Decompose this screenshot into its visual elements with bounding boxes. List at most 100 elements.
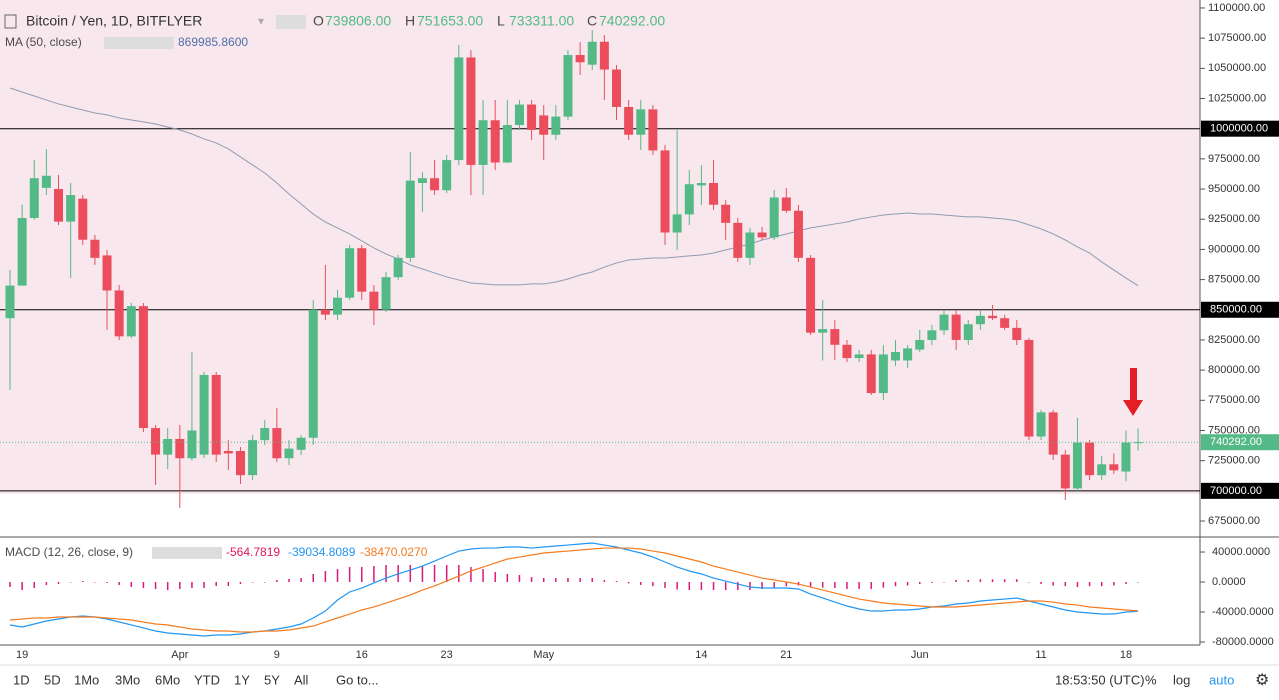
candle-body — [320, 309, 330, 315]
macd-label: MACD (12, 26, close, 9) — [5, 545, 133, 559]
candle-body — [1133, 442, 1143, 444]
histogram-bar — [676, 582, 678, 590]
histogram-bar — [1088, 582, 1091, 587]
histogram-bar — [21, 582, 23, 591]
histogram-bar — [821, 582, 824, 588]
candle-body — [175, 438, 185, 459]
histogram-bar — [943, 582, 945, 583]
candle-body — [672, 214, 682, 233]
clock: 18:53:50 (UTC) — [1055, 672, 1145, 687]
collapse-icon[interactable] — [4, 14, 17, 29]
candle-body — [939, 314, 949, 331]
histogram-bar — [458, 564, 460, 583]
candle-body — [405, 180, 415, 258]
y-tick-label: 950000.00 — [1208, 183, 1260, 195]
dropdown-icon[interactable]: ▾ — [258, 14, 264, 28]
goto-button[interactable]: Go to... — [336, 672, 379, 687]
histogram-bar — [967, 579, 970, 583]
range-button[interactable]: 5D — [44, 672, 61, 687]
candle-body — [660, 150, 670, 233]
candle-body — [345, 248, 355, 298]
auto-toggle[interactable]: auto — [1209, 672, 1234, 687]
histogram-bar — [94, 582, 96, 583]
candle-body — [890, 352, 900, 361]
y-tick-label: 750000.00 — [1208, 424, 1260, 436]
macd-line — [9, 547, 1139, 633]
histogram-bar — [251, 582, 254, 583]
range-button[interactable]: All — [294, 672, 309, 687]
candle-body — [830, 329, 840, 345]
histogram-bar — [45, 582, 48, 586]
candle-body — [624, 106, 634, 135]
range-button[interactable]: 1Mo — [74, 672, 99, 687]
histogram-bar — [1125, 582, 1127, 585]
candle-body — [381, 277, 391, 310]
candle-body — [769, 197, 779, 238]
histogram-bar — [57, 582, 60, 584]
log-toggle[interactable]: log — [1173, 672, 1190, 687]
candle-body — [272, 428, 282, 459]
candle-body — [975, 315, 985, 325]
range-button[interactable]: 6Mo — [155, 672, 180, 687]
candle-body — [1121, 442, 1131, 472]
candle-body — [612, 69, 621, 107]
y-tick-label: 0.0000 — [1212, 576, 1246, 588]
high-value: 751653.00 — [417, 13, 483, 29]
candle-body — [563, 55, 573, 117]
candle-body — [636, 109, 646, 135]
settings-icon[interactable]: ⚙ — [1255, 672, 1269, 689]
histogram-bar — [809, 582, 812, 588]
range-button[interactable]: YTD — [194, 672, 220, 687]
histogram-bar — [106, 582, 108, 583]
range-button[interactable]: 3Mo — [115, 672, 140, 687]
candle-body — [721, 204, 731, 223]
histogram-bar — [312, 573, 314, 583]
arrow-annotation — [1123, 368, 1143, 416]
candle-body — [114, 290, 124, 337]
histogram-bar — [1040, 582, 1042, 585]
candle-body — [878, 354, 888, 394]
candle-body — [806, 257, 816, 333]
range-button[interactable]: 5Y — [264, 672, 280, 687]
histogram-bar — [336, 569, 339, 583]
series-settings[interactable] — [276, 15, 306, 29]
histogram-bar — [276, 580, 278, 583]
range-button[interactable]: 1Y — [234, 672, 250, 687]
macd-hist-value: -564.7819 — [226, 545, 280, 559]
y-tick-label: 1050000.00 — [1208, 62, 1266, 74]
percent-toggle[interactable]: % — [1145, 672, 1157, 687]
histogram-bar — [579, 578, 581, 583]
candle-body — [1085, 442, 1095, 476]
histogram-bar — [1016, 579, 1018, 583]
hline-label-bg — [1201, 301, 1279, 318]
histogram-bar — [470, 567, 472, 583]
candle-body — [54, 189, 64, 222]
candle-body — [369, 291, 379, 310]
candle-body — [466, 57, 476, 165]
histogram-bar — [179, 582, 181, 589]
candle-body — [442, 160, 452, 191]
candle-body — [818, 329, 828, 333]
macd-settings[interactable] — [152, 547, 222, 559]
high-label: H — [405, 13, 415, 29]
candle-body — [78, 198, 88, 240]
candle-body — [211, 374, 221, 455]
histogram-bar — [348, 567, 351, 583]
candle-body — [709, 183, 719, 205]
histogram-bar — [724, 582, 727, 591]
candle-body — [41, 175, 51, 188]
y-tick-label: 925000.00 — [1208, 213, 1260, 225]
y-tick-label: 1100000.00 — [1208, 2, 1265, 14]
candle-body — [733, 222, 743, 258]
candle-body — [454, 57, 464, 161]
candle-body — [1109, 464, 1119, 471]
histogram-bar — [324, 570, 327, 583]
histogram-bar — [494, 572, 496, 583]
ma-settings[interactable] — [104, 37, 174, 49]
candle-body — [866, 354, 876, 394]
histogram-bar — [931, 582, 933, 583]
macd-signal-value: -38470.0270 — [360, 545, 428, 559]
range-button[interactable]: 1D — [13, 672, 30, 687]
histogram-bar — [409, 564, 412, 583]
y-tick-label: 900000.00 — [1208, 243, 1260, 255]
